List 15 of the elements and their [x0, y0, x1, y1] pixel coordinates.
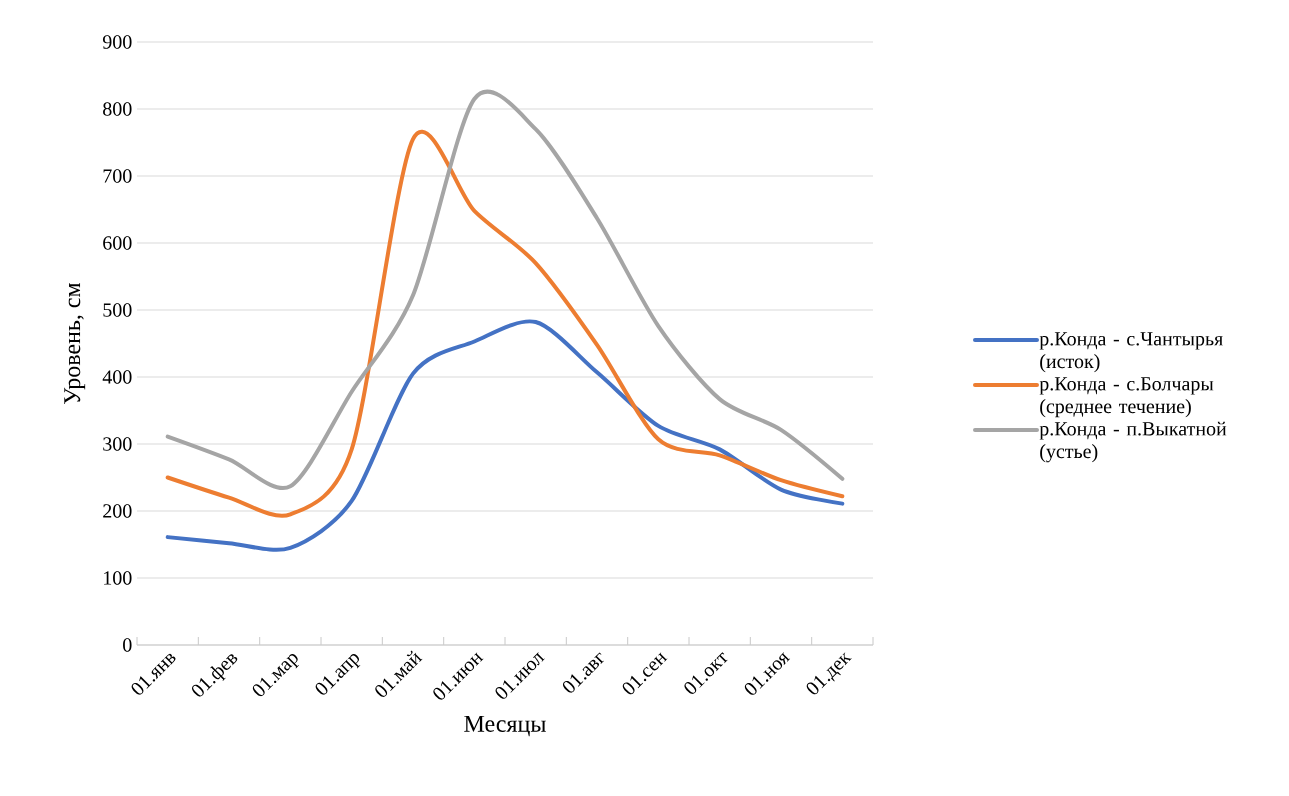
y-tick-label: 600 — [103, 236, 132, 250]
y-tick-label: 700 — [103, 169, 132, 183]
y-tick-label: 900 — [102, 35, 132, 49]
y-tick-label: 500 — [103, 303, 132, 317]
y-tick-label: 100 — [104, 571, 132, 585]
legend-label: р.Конда - с.Болчары (среднее течение) — [1039, 377, 1214, 418]
y-tick-label: 800 — [103, 102, 132, 116]
y-axis-title: Уровень, см — [64, 282, 86, 404]
legend-label: р.Конда - п.Выкатной (устье) — [1039, 421, 1227, 463]
y-tick-label: 200 — [103, 504, 132, 518]
legend-label: р.Конда - с.Чантырья (исток) — [1039, 332, 1223, 373]
x-axis-title: Месяцы — [464, 715, 546, 737]
y-tick-label: 0 — [123, 638, 132, 652]
y-tick-label: 400 — [102, 370, 132, 384]
y-tick-label: 300 — [103, 437, 132, 451]
